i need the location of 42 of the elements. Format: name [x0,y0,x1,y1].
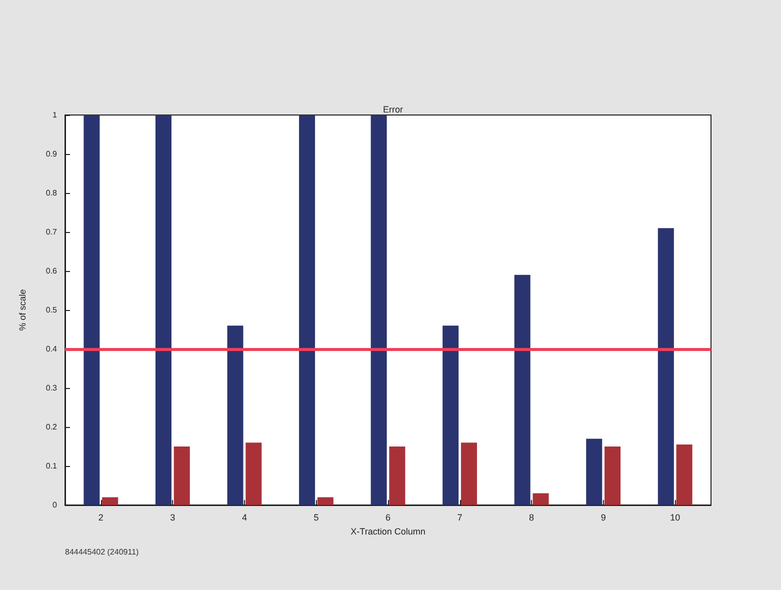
y-tick-label: 0.3 [46,384,58,392]
bar [84,115,100,505]
bar [532,493,549,505]
y-tick-label: 0.8 [46,188,58,198]
x-tick-label: 4 [242,512,247,522]
y-tick-label: 0.1 [46,462,58,470]
y-axis-title: % of scale [18,289,28,331]
x-tick-label: 6 [385,512,391,522]
y-tick-label: 0.4 [46,344,58,354]
bar [658,228,674,505]
x-tick-label: 10 [670,512,680,522]
x-tick-label: 3 [170,512,176,522]
y-tick-label: 0.6 [46,266,58,276]
x-tick-label: 7 [457,512,462,522]
bar [586,438,602,505]
bar [370,115,387,505]
bar [155,115,172,505]
bar [317,497,334,505]
x-tick-label: 8 [529,512,534,522]
x-axis-title: X-Traction Column [350,526,426,536]
bar [460,442,477,505]
bar [604,446,621,505]
y-tick-label: 0 [52,500,58,510]
bar [299,115,316,505]
y-tick-label: 0.9 [46,150,58,158]
bar [174,446,190,505]
bar [389,446,406,505]
bar [442,326,459,505]
x-tick-label: 9 [600,512,606,522]
bar [102,497,118,505]
x-tick-label: 5 [314,512,319,522]
chart-title: Error [383,104,403,114]
y-tick-label: 0.7 [46,228,58,236]
bar [676,444,692,505]
bar [227,326,244,505]
x-tick-label: 2 [98,512,104,522]
y-tick-label: 0.5 [46,306,58,314]
y-tick-label: 1 [52,110,58,120]
text: 844445402 (240911) [65,548,140,556]
y-tick-label: 0.2 [46,422,58,432]
bar [246,442,262,505]
bar [514,274,530,505]
